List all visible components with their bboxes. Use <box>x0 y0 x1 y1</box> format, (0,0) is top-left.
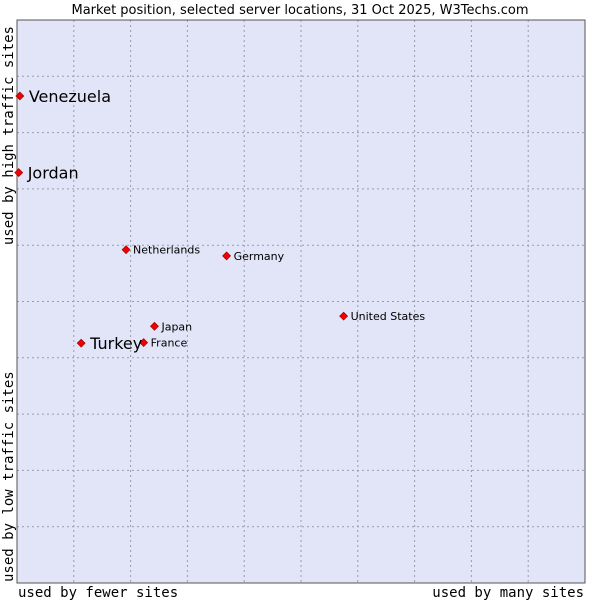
point-label-jordan: Jordan <box>27 164 79 183</box>
plot-frame <box>16 19 586 584</box>
data-points: Venezuela Jordan Netherlands Germany United … <box>14 87 426 353</box>
point-label-france: France <box>151 337 188 350</box>
data-point-japan: Japan <box>150 320 192 333</box>
grid-lines <box>17 20 585 583</box>
point-label-japan: Japan <box>160 320 192 333</box>
point-label-venezuela: Venezuela <box>29 87 111 106</box>
point-label-turkey: Turkey <box>89 334 142 353</box>
point-marker-japan <box>150 321 159 331</box>
y-axis-label-bottom: used by low traffic sites <box>1 371 17 582</box>
data-point-netherlands: Netherlands <box>121 244 200 257</box>
point-label-united-states: United States <box>351 310 426 323</box>
data-point-germany: Germany <box>222 250 285 263</box>
x-axis-label-right: used by many sites <box>432 585 584 600</box>
chart-title: Market position, selected server locatio… <box>71 3 528 18</box>
point-label-germany: Germany <box>234 250 285 263</box>
data-point-turkey: Turkey <box>76 334 142 353</box>
point-marker-turkey <box>76 338 86 348</box>
data-point-jordan: Jordan <box>14 164 79 183</box>
point-marker-netherlands <box>121 245 131 255</box>
point-marker-united-states <box>339 311 349 321</box>
point-marker-venezuela <box>15 91 25 101</box>
point-marker-jordan <box>14 168 24 177</box>
point-marker-germany <box>222 251 232 261</box>
y-axis-label-top: used by high traffic sites <box>1 26 17 245</box>
data-point-france: France <box>139 337 188 350</box>
point-marker-france <box>139 338 149 348</box>
point-label-netherlands: Netherlands <box>133 244 200 257</box>
x-axis-label-left: used by fewer sites <box>18 585 178 600</box>
data-point-united-states: United States <box>339 310 426 323</box>
data-point-venezuela: Venezuela <box>15 87 111 106</box>
